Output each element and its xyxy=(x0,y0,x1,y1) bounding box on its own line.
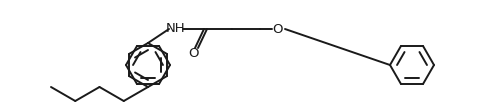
Text: NH: NH xyxy=(166,22,186,35)
Text: O: O xyxy=(189,46,199,60)
Text: O: O xyxy=(273,22,283,36)
